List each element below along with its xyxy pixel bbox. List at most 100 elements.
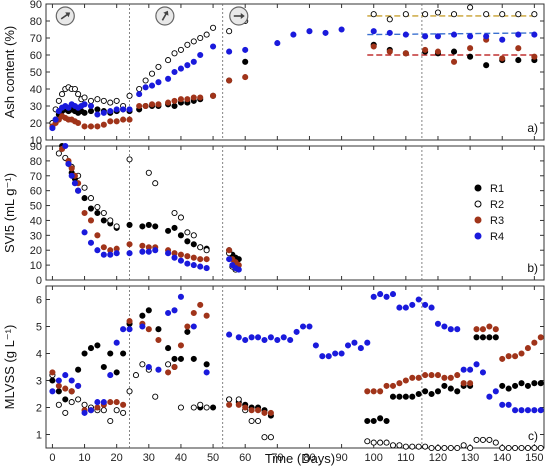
point-r4 xyxy=(370,28,377,35)
point-r1 xyxy=(370,417,377,425)
point-r1 xyxy=(203,361,210,368)
legend-label-r1: R1 xyxy=(490,183,504,195)
point-r3 xyxy=(499,355,506,362)
rotation-arrow-icon xyxy=(161,10,169,21)
point-r1 xyxy=(100,363,107,371)
point-r3 xyxy=(107,399,114,406)
point-r1 xyxy=(190,355,197,362)
legend-marker-r2 xyxy=(474,200,482,208)
y-tick-label: 90 xyxy=(30,141,42,153)
y-tick-label: 10 xyxy=(30,135,42,147)
point-r4 xyxy=(71,180,78,187)
point-r2 xyxy=(441,444,448,452)
point-r2 xyxy=(68,399,75,406)
point-r4 xyxy=(94,111,101,118)
point-r4 xyxy=(49,388,56,395)
point-r4 xyxy=(499,401,506,408)
point-r1 xyxy=(107,350,114,357)
point-r4 xyxy=(267,334,274,341)
point-r1 xyxy=(467,53,474,60)
point-r4 xyxy=(486,393,493,400)
point-r4 xyxy=(338,26,345,33)
y-tick-label: 60 xyxy=(30,50,42,62)
point-r3 xyxy=(62,385,69,392)
point-r2 xyxy=(409,443,416,450)
point-r3 xyxy=(142,102,149,110)
point-r4 xyxy=(87,239,95,246)
point-r1 xyxy=(155,326,162,333)
point-r1 xyxy=(81,350,88,357)
point-r4 xyxy=(184,62,191,69)
point-r3 xyxy=(113,118,120,125)
point-r2 xyxy=(531,11,538,18)
point-r1 xyxy=(113,369,120,376)
point-r1 xyxy=(177,232,184,239)
point-r2 xyxy=(113,223,120,230)
point-r3 xyxy=(126,318,133,325)
point-r1 xyxy=(428,390,435,398)
point-r1 xyxy=(512,382,519,389)
point-r4 xyxy=(107,251,114,258)
point-r2 xyxy=(499,11,506,18)
point-r2 xyxy=(396,442,403,449)
point-r1 xyxy=(184,238,191,245)
point-r4 xyxy=(524,407,531,414)
point-r4 xyxy=(460,366,467,373)
point-r4 xyxy=(454,326,461,333)
point-r4 xyxy=(165,75,172,82)
point-r2 xyxy=(120,409,127,416)
point-r4 xyxy=(434,320,442,327)
point-r2 xyxy=(226,396,233,403)
point-r2 xyxy=(402,11,409,18)
point-r3 xyxy=(434,48,442,55)
point-r2 xyxy=(261,434,268,441)
point-r3 xyxy=(226,247,233,254)
point-r2 xyxy=(62,409,69,416)
point-r2 xyxy=(55,401,62,408)
point-r3 xyxy=(454,372,461,379)
point-r4 xyxy=(226,48,233,55)
point-r3 xyxy=(68,165,75,172)
point-r4 xyxy=(396,304,403,311)
point-r3 xyxy=(255,407,262,414)
point-r3 xyxy=(537,334,544,341)
x-tick-label: 40 xyxy=(175,452,187,464)
point-r4 xyxy=(338,350,345,357)
point-r4 xyxy=(68,172,75,179)
y-axis-title: SVI5 (mL g⁻¹) xyxy=(2,173,17,253)
point-r2 xyxy=(177,46,184,53)
point-r2 xyxy=(515,11,522,18)
point-r2 xyxy=(139,361,146,368)
point-r4 xyxy=(287,336,294,344)
point-r4 xyxy=(68,377,75,384)
point-r4 xyxy=(165,250,172,257)
point-r1 xyxy=(81,195,88,202)
point-r3 xyxy=(87,217,95,224)
point-r4 xyxy=(203,265,210,272)
point-r4 xyxy=(171,254,178,261)
point-r1 xyxy=(55,388,62,395)
legend-marker-r3 xyxy=(474,216,482,224)
point-r4 xyxy=(422,301,429,308)
point-r4 xyxy=(319,353,326,360)
point-r2 xyxy=(483,11,490,18)
point-r4 xyxy=(499,36,506,43)
point-r4 xyxy=(136,91,143,98)
point-r4 xyxy=(242,46,249,53)
point-r1 xyxy=(383,417,390,425)
point-r2 xyxy=(75,91,82,98)
x-tick-label: 110 xyxy=(397,452,415,464)
point-r4 xyxy=(113,339,120,346)
point-r3 xyxy=(467,380,474,387)
y-tick-label: 2 xyxy=(36,403,42,415)
legend-marker-r1 xyxy=(474,184,482,192)
point-r3 xyxy=(261,409,268,416)
point-r1 xyxy=(145,221,152,228)
point-r1 xyxy=(126,221,133,228)
panel-a: 10 20 30 40 50 60 70 80 90 Ash content (%) a) xyxy=(2,0,545,147)
legend-label-r3: R3 xyxy=(490,215,504,227)
point-r2 xyxy=(87,97,95,104)
point-r3 xyxy=(126,116,133,123)
x-tick-label: 0 xyxy=(49,452,55,464)
point-r3 xyxy=(177,342,184,349)
